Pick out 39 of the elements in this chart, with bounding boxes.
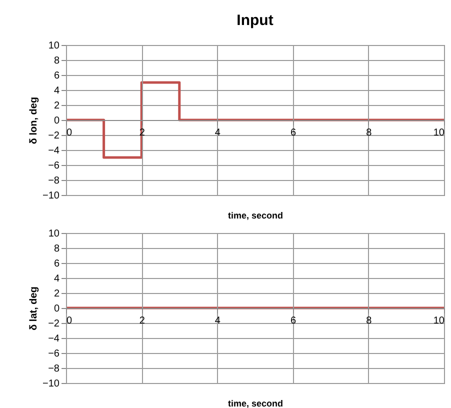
x-tick-label: 6 — [290, 316, 297, 326]
x-tick-label: 0 — [66, 128, 72, 138]
y-tick-label: −2 — [48, 318, 60, 330]
y-tick-label: 10 — [48, 228, 60, 240]
chart-title: Input — [236, 12, 274, 29]
x-tick-label: 10 — [433, 128, 445, 138]
y-tick-label: 2 — [54, 288, 60, 300]
y-tick-label: −8 — [48, 364, 60, 374]
y-tick-label: 8 — [54, 244, 60, 254]
y-tick-label: −2 — [48, 130, 60, 142]
x-axis-title: time, second — [228, 398, 284, 408]
y-tick-label: 10 — [48, 40, 60, 52]
y-tick-label: 8 — [54, 56, 60, 66]
y-tick-label: 0 — [54, 304, 60, 314]
y-tick-label: 2 — [54, 100, 60, 112]
x-tick-label: 0 — [66, 316, 72, 326]
x-tick-label: 10 — [433, 316, 445, 326]
x-tick-label: 4 — [214, 128, 221, 138]
y-tick-label: 4 — [54, 274, 60, 284]
y-tick-label: 6 — [54, 258, 60, 270]
x-tick-label: 2 — [139, 128, 146, 138]
y-tick-label: −8 — [48, 176, 60, 186]
x-tick-label: 8 — [366, 316, 372, 326]
y-tick-label: −4 — [48, 146, 60, 156]
y-tick-label: 4 — [54, 86, 60, 96]
y-tick-label: 0 — [54, 116, 60, 126]
x-tick-label: 6 — [290, 128, 297, 138]
y-tick-label: 6 — [54, 70, 60, 82]
y-tick-label: −10 — [42, 190, 60, 202]
y-tick-label: −10 — [42, 378, 60, 390]
x-axis-title: time, second — [228, 210, 284, 220]
y-tick-label: −6 — [48, 160, 60, 172]
x-tick-label: 4 — [214, 316, 221, 326]
y-tick-label: −4 — [48, 334, 60, 344]
y-axis-title: δ lat, deg — [28, 286, 40, 330]
x-tick-label: 2 — [139, 316, 146, 326]
y-tick-label: −6 — [48, 348, 60, 360]
x-tick-label: 8 — [366, 128, 372, 138]
y-axis-title: δ lon, deg — [28, 96, 40, 144]
